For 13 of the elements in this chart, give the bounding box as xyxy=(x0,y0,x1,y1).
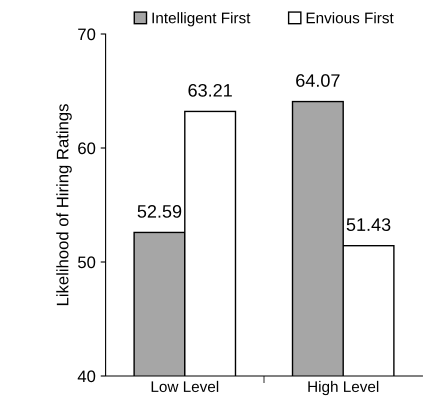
y-tick-label: 60 xyxy=(78,142,96,154)
data-label: 63.21 xyxy=(188,84,232,97)
x-tick-label: Low Level xyxy=(152,380,218,392)
legend-label: Intelligent First xyxy=(152,12,250,26)
y-axis-title: Likelihood of Hiring Ratings xyxy=(56,104,72,306)
y-tick-label: 40 xyxy=(78,370,96,382)
y-tick-label: 70 xyxy=(78,28,96,40)
x-tick-label: High Level xyxy=(308,380,378,396)
data-label: 52.59 xyxy=(138,205,182,218)
legend-label: Envious First xyxy=(306,12,394,24)
data-label: 51.43 xyxy=(346,218,390,232)
y-tick-label: 50 xyxy=(78,256,96,268)
data-label: 64.07 xyxy=(296,74,340,87)
